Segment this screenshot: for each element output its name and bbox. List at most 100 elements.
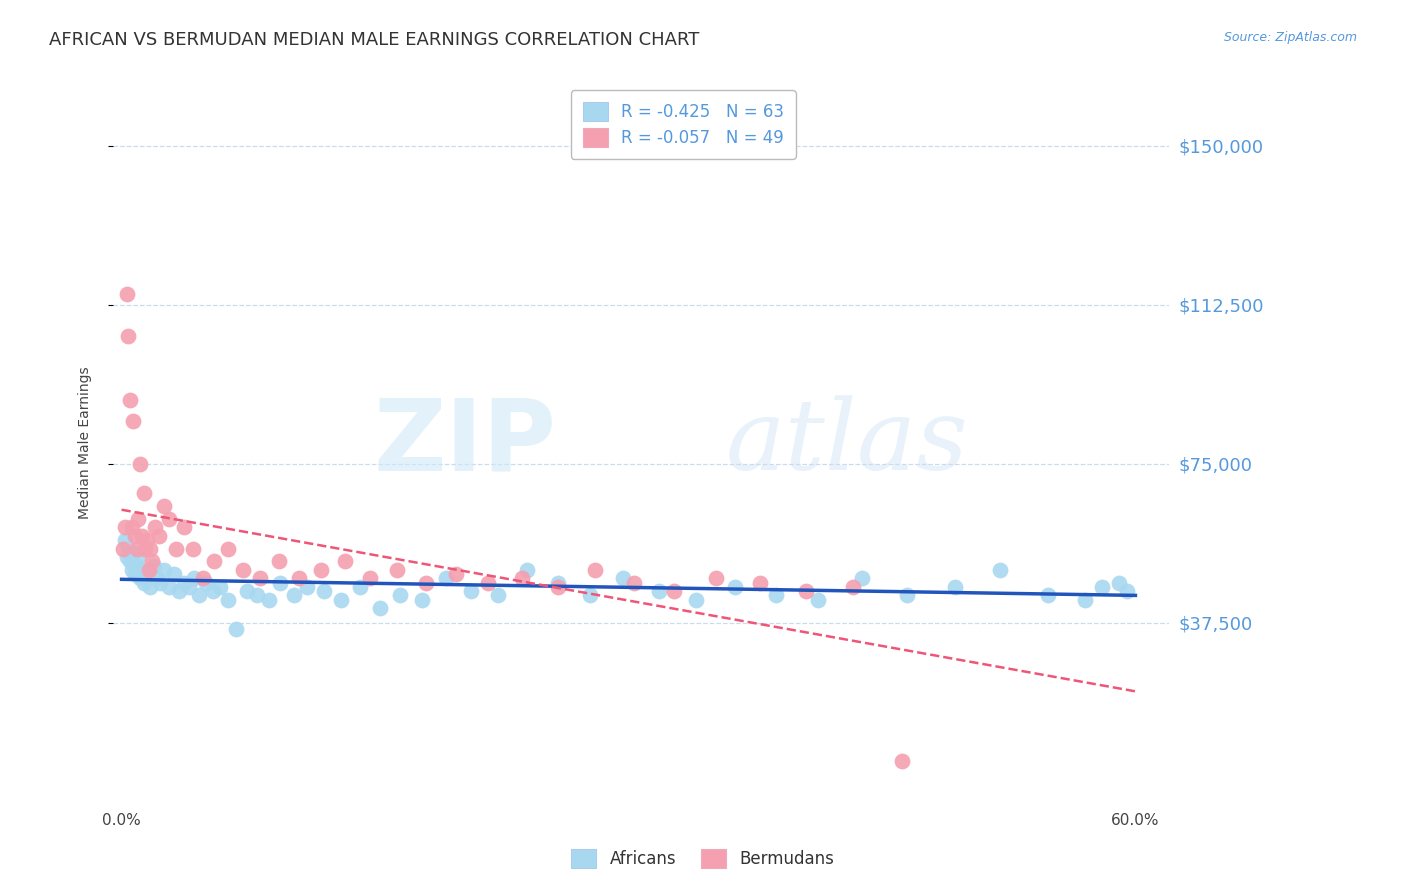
Point [165, 541, 187, 556]
Point [349, 580, 371, 594]
Point [434, 571, 457, 585]
Point [183, 571, 205, 585]
Point [896, 588, 918, 602]
Point [201, 584, 224, 599]
Point [208, 580, 231, 594]
Point [359, 571, 381, 585]
Point [148, 529, 170, 543]
Point [157, 580, 180, 594]
Point [297, 580, 319, 594]
Point [188, 588, 211, 602]
Point [309, 563, 332, 577]
Point [217, 592, 239, 607]
Point [173, 520, 195, 534]
Point [122, 414, 145, 428]
Point [232, 563, 254, 577]
Point [257, 592, 280, 607]
Point [167, 584, 190, 599]
Point [547, 575, 569, 590]
Text: Source: ZipAtlas.com: Source: ZipAtlas.com [1223, 31, 1357, 45]
Point [139, 580, 162, 594]
Point [389, 588, 412, 602]
Point [288, 571, 311, 585]
Point [516, 563, 538, 577]
Point [583, 563, 606, 577]
Point [612, 571, 634, 585]
Point [173, 575, 195, 590]
Point [477, 575, 499, 590]
Point [333, 554, 356, 568]
Point [269, 575, 291, 590]
Point [125, 541, 148, 556]
Point [943, 580, 966, 594]
Point [131, 529, 153, 543]
Point [179, 580, 201, 594]
Point [204, 554, 226, 568]
Point [765, 588, 787, 602]
Point [129, 571, 152, 585]
Point [648, 584, 671, 599]
Point [117, 541, 139, 556]
Point [724, 580, 747, 594]
Point [235, 584, 257, 599]
Point [749, 575, 772, 590]
Text: atlas: atlas [725, 395, 969, 491]
Point [851, 571, 873, 585]
Point [1036, 588, 1059, 602]
Point [127, 550, 149, 565]
Point [138, 563, 160, 577]
Point [149, 575, 172, 590]
Point [134, 541, 156, 556]
Point [157, 512, 180, 526]
Point [368, 601, 391, 615]
Point [444, 567, 467, 582]
Point [141, 554, 163, 568]
Point [125, 558, 148, 573]
Point [142, 558, 165, 573]
Text: ZIP: ZIP [374, 394, 557, 491]
Point [249, 571, 271, 585]
Point [118, 554, 141, 568]
Point [118, 393, 141, 408]
Point [139, 541, 162, 556]
Point [283, 588, 305, 602]
Point [1091, 580, 1114, 594]
Point [152, 499, 174, 513]
Point [794, 584, 817, 599]
Point [807, 592, 830, 607]
Point [460, 584, 482, 599]
Point [117, 329, 139, 343]
Point [195, 575, 218, 590]
Point [385, 563, 408, 577]
Point [246, 588, 269, 602]
Point [706, 571, 728, 585]
Point [124, 529, 146, 543]
Point [685, 592, 707, 607]
Y-axis label: Median Male Earnings: Median Male Earnings [79, 367, 93, 519]
Point [486, 588, 509, 602]
Point [135, 533, 157, 548]
Point [152, 563, 174, 577]
Point [143, 520, 166, 534]
Point [662, 584, 685, 599]
Point [411, 592, 433, 607]
Point [547, 580, 569, 594]
Point [1074, 592, 1097, 607]
Point [127, 512, 149, 526]
Text: AFRICAN VS BERMUDAN MEDIAN MALE EARNINGS CORRELATION CHART: AFRICAN VS BERMUDAN MEDIAN MALE EARNINGS… [49, 31, 700, 49]
Point [181, 541, 204, 556]
Point [578, 588, 600, 602]
Point [163, 567, 186, 582]
Point [146, 571, 169, 585]
Legend: R = -0.425   N = 63, R = -0.057   N = 49: R = -0.425 N = 63, R = -0.057 N = 49 [571, 90, 796, 159]
Legend: Africans, Bermudans: Africans, Bermudans [565, 842, 841, 875]
Point [135, 567, 157, 582]
Point [1108, 575, 1130, 590]
Point [267, 554, 290, 568]
Point [124, 567, 146, 582]
Point [129, 457, 152, 471]
Point [225, 622, 247, 636]
Point [112, 541, 135, 556]
Point [415, 575, 437, 590]
Point [842, 580, 865, 594]
